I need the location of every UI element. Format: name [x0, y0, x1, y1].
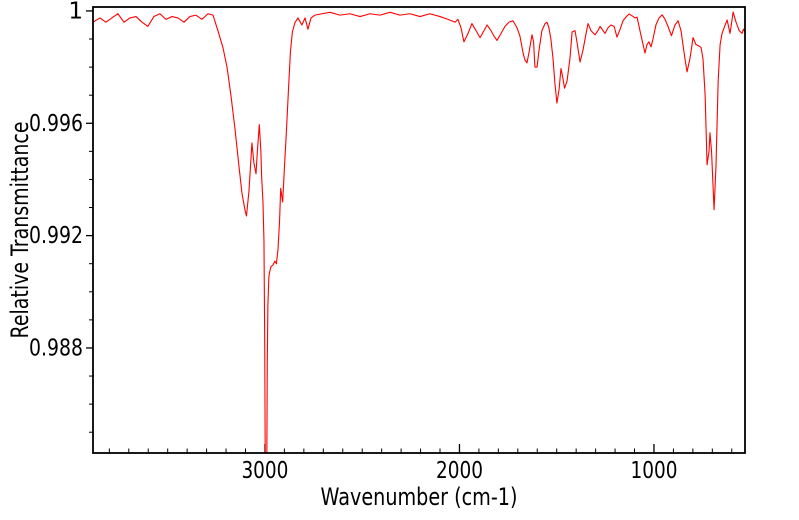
axis-ticks: 3000 2000 1000 1 0.996 0.992 0.988: [29, 0, 733, 484]
x-tick-label: 2000: [436, 458, 483, 484]
plot-frame: [92, 6, 746, 454]
spectrum-line: [93, 11, 745, 453]
x-axis-label: Wavenumber (cm-1): [321, 483, 518, 511]
x-tick-label: 1000: [630, 458, 677, 484]
y-tick-label: 0.988: [29, 336, 83, 362]
y-tick-label: 0.996: [29, 111, 83, 137]
y-tick-label: 0.992: [29, 223, 83, 249]
y-axis-label: Relative Transmittance: [6, 122, 34, 339]
x-tick-label: 3000: [241, 458, 288, 484]
y-tick-label: 1: [68, 0, 83, 25]
